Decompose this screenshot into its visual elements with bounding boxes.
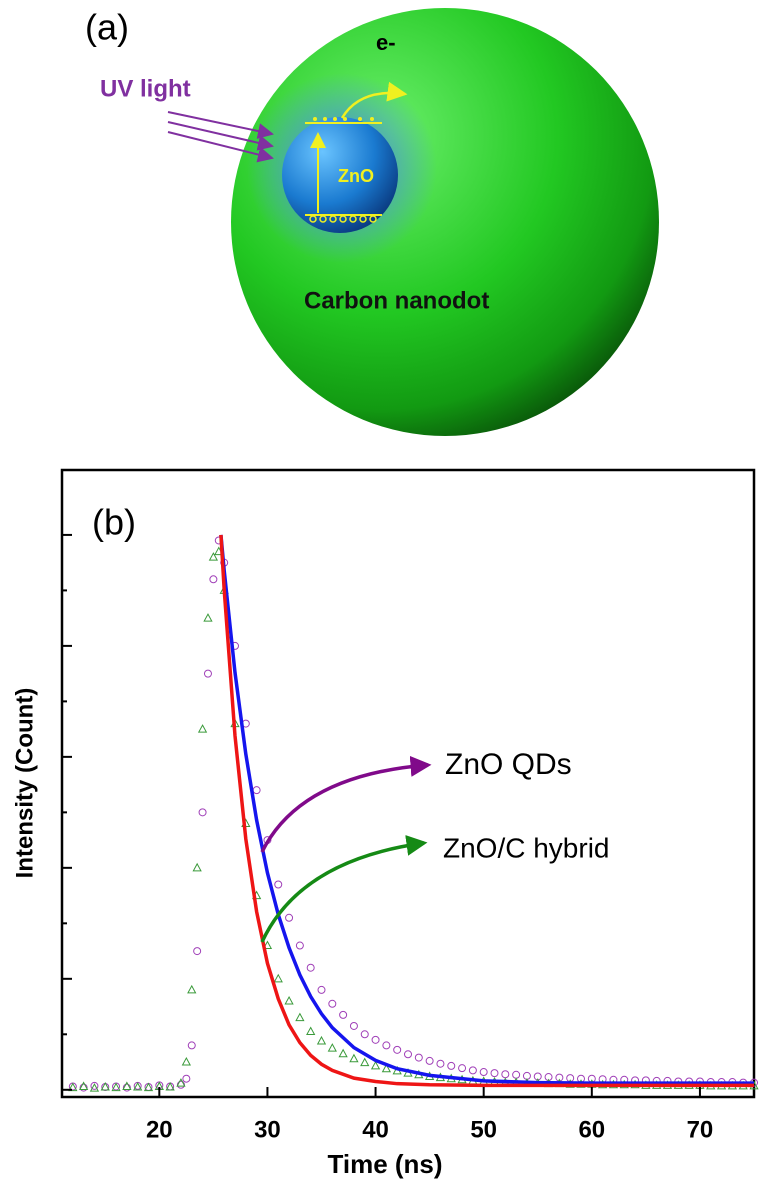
- data-point: [203, 613, 213, 622]
- data-point: [122, 1081, 132, 1090]
- fit-line: [219, 534, 754, 1088]
- data-point: [203, 669, 212, 678]
- panel-label: (a): [85, 7, 129, 48]
- data-point: [512, 1070, 521, 1079]
- data-point: [370, 1060, 381, 1070]
- data-point: [209, 575, 218, 584]
- x-tick-label: 70: [687, 1116, 714, 1143]
- data-point: [360, 1057, 370, 1067]
- data-point: [89, 1083, 100, 1092]
- x-tick-label: 50: [470, 1116, 497, 1143]
- x-tick-label: 40: [362, 1116, 389, 1143]
- data-point: [100, 1081, 110, 1091]
- data-point: [90, 1081, 99, 1090]
- holes: [309, 215, 377, 223]
- annotation: ZnO QDs: [445, 748, 572, 781]
- data-point: [284, 995, 294, 1005]
- data-point: [182, 1074, 191, 1083]
- data-point: [111, 1082, 121, 1092]
- electrons: [313, 117, 374, 121]
- data-point: [252, 786, 261, 795]
- data-point: [143, 1082, 154, 1092]
- x-tick-label: 30: [254, 1116, 281, 1143]
- data-point: [68, 1082, 78, 1092]
- electron-label: e-: [376, 30, 396, 55]
- shell-label: Carbon nanodot: [304, 287, 489, 314]
- data-point: [479, 1068, 488, 1077]
- data-point: [382, 1041, 391, 1050]
- data-point: [501, 1070, 510, 1079]
- core-label: ZnO: [338, 166, 374, 186]
- data-point: [208, 552, 219, 561]
- data-point: [339, 1010, 348, 1019]
- data-point: [338, 1048, 348, 1058]
- plot-frame: [60, 468, 756, 1099]
- data-point: [78, 1081, 89, 1090]
- data-point: [273, 973, 283, 983]
- data-point: [404, 1050, 412, 1059]
- annotation: ZnO/C hybrid: [443, 832, 610, 863]
- data-point: [349, 1021, 358, 1030]
- transfer-arrow: [340, 81, 408, 119]
- data-point: [262, 940, 273, 950]
- uv-arrows: [167, 111, 274, 163]
- data-point: [447, 1061, 456, 1070]
- data-point: [490, 1069, 499, 1078]
- data-point: [122, 1083, 131, 1092]
- data-point: [187, 984, 197, 994]
- y-axis-title: Intensity (Count): [11, 688, 38, 879]
- data-point: [295, 941, 304, 950]
- data-point: [349, 1053, 359, 1063]
- data-point: [468, 1066, 477, 1075]
- annotation-arrow: [260, 755, 432, 853]
- data-point: [306, 963, 315, 972]
- x-tick-label: 60: [578, 1116, 605, 1143]
- data-point: [274, 880, 283, 889]
- data-point: [79, 1083, 88, 1092]
- data-point: [165, 1081, 175, 1091]
- data-point: [295, 1012, 305, 1022]
- data-point: [306, 1026, 316, 1036]
- light-label: UV light: [100, 75, 191, 102]
- data-point: [327, 1043, 337, 1052]
- data-point: [414, 1053, 423, 1062]
- data-point: [192, 862, 202, 872]
- panel-label: (b): [92, 502, 136, 543]
- data-point: [176, 1078, 186, 1087]
- data-point: [360, 1030, 369, 1039]
- fit-line: [219, 534, 754, 1085]
- data-point: [285, 913, 294, 922]
- data-point: [187, 1041, 196, 1050]
- data-point: [181, 1056, 191, 1066]
- x-tick-label: 20: [146, 1116, 173, 1143]
- data-point: [381, 1063, 392, 1073]
- x-axis-title: Time (ns): [327, 1149, 442, 1179]
- data-point: [193, 947, 202, 956]
- data-point: [458, 1064, 467, 1073]
- data-point: [198, 808, 207, 817]
- plot-area: [68, 534, 759, 1092]
- data-point: [133, 1081, 143, 1091]
- data-point: [176, 1080, 185, 1089]
- data-point: [371, 1035, 380, 1044]
- data-point: [197, 724, 208, 733]
- data-point: [393, 1045, 402, 1054]
- data-point: [425, 1056, 434, 1065]
- data-point: [436, 1059, 445, 1068]
- diagram: (a) UV light e- ZnO Carbon nanodot: [85, 7, 659, 436]
- data-point: [316, 1035, 327, 1045]
- data-point: [328, 999, 337, 1008]
- annotation-arrow: [260, 834, 428, 943]
- data-point: [317, 985, 326, 994]
